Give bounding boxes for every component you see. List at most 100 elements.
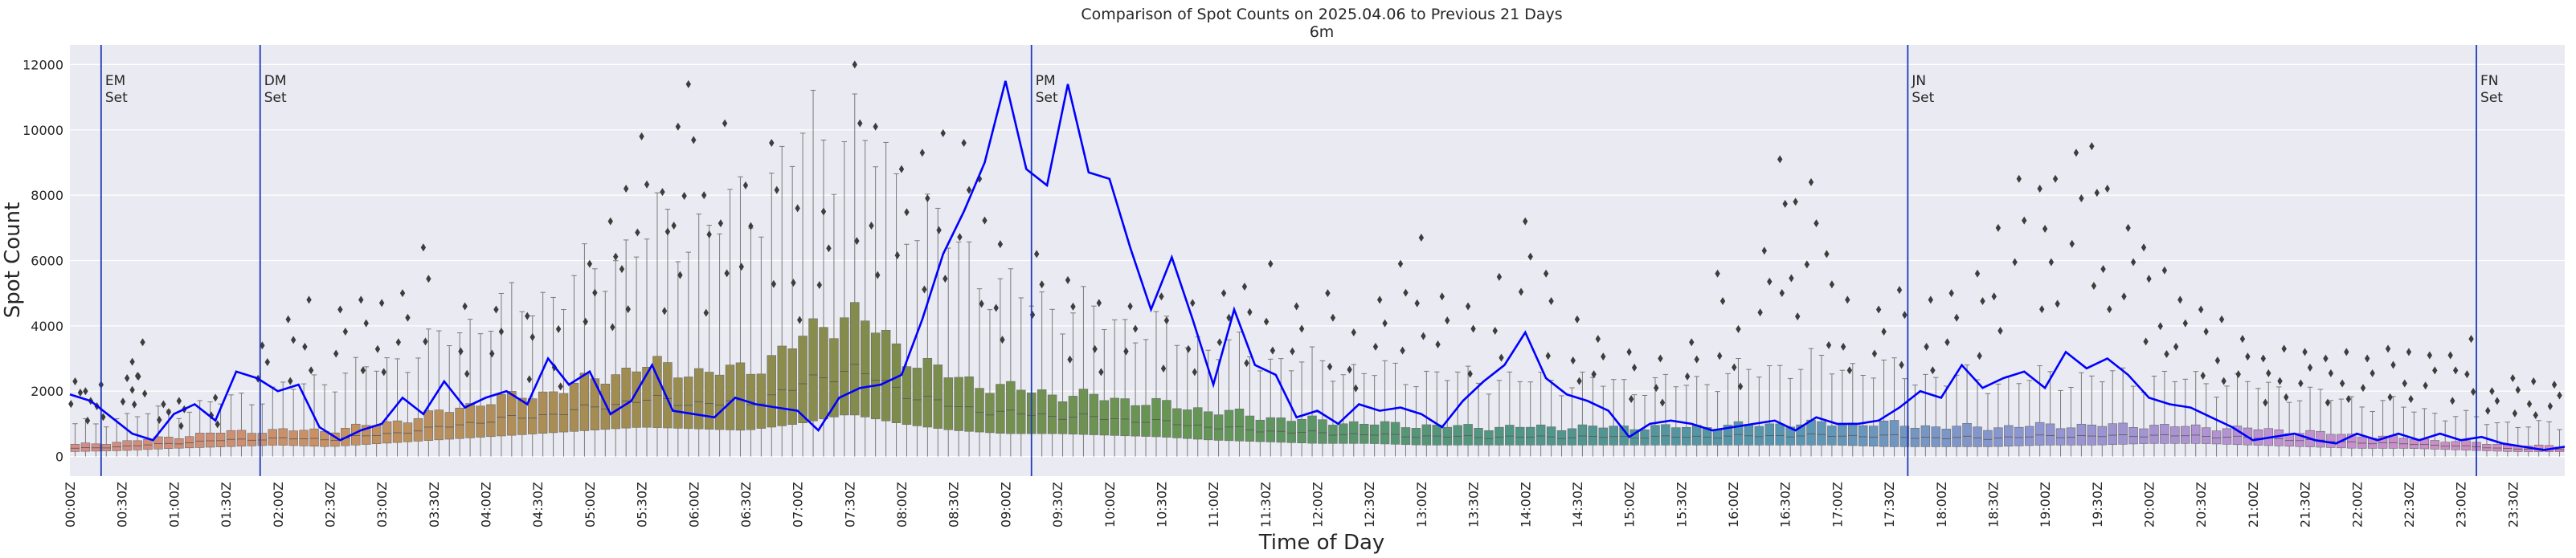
box bbox=[2004, 425, 2014, 447]
outlier-point bbox=[703, 308, 709, 317]
outlier-point bbox=[1244, 359, 1249, 368]
box bbox=[1775, 423, 1785, 446]
outlier-point bbox=[129, 385, 135, 394]
box bbox=[1442, 426, 1452, 446]
box bbox=[819, 327, 828, 420]
box bbox=[1037, 389, 1047, 434]
box bbox=[1297, 418, 1306, 444]
box bbox=[1183, 409, 1192, 439]
outlier-point bbox=[2022, 216, 2027, 225]
outlier-point bbox=[264, 358, 271, 367]
outlier-point bbox=[2048, 258, 2055, 267]
outlier-point bbox=[1241, 283, 1248, 291]
box bbox=[870, 332, 881, 420]
outlier-point bbox=[2281, 344, 2287, 353]
outlier-point bbox=[2402, 379, 2407, 388]
outlier-point bbox=[360, 366, 366, 375]
outlier-point bbox=[178, 422, 184, 430]
box bbox=[205, 432, 215, 448]
outlier-point bbox=[2485, 406, 2491, 415]
box bbox=[2295, 433, 2304, 447]
box-plots bbox=[70, 89, 2565, 457]
box bbox=[2201, 427, 2211, 444]
outlier-point bbox=[1465, 302, 1471, 311]
outlier-point bbox=[124, 373, 130, 382]
box bbox=[2149, 425, 2159, 444]
outlier-point bbox=[894, 250, 901, 259]
outlier-point bbox=[942, 275, 948, 283]
box bbox=[1941, 429, 1951, 447]
box bbox=[1868, 426, 1879, 447]
outlier-point bbox=[1070, 302, 1076, 311]
outlier-point bbox=[619, 265, 625, 274]
outlier-point bbox=[120, 397, 126, 406]
box bbox=[268, 429, 278, 446]
box bbox=[194, 433, 205, 448]
box bbox=[2128, 427, 2138, 445]
outlier-point bbox=[1163, 316, 1170, 325]
box bbox=[1744, 424, 1754, 446]
outlier-point bbox=[525, 312, 530, 320]
outlier-point bbox=[1132, 324, 1139, 333]
outlier-point bbox=[1881, 327, 1887, 336]
outlier-point bbox=[1626, 348, 1632, 356]
outlier-point bbox=[671, 221, 677, 230]
box bbox=[174, 438, 184, 449]
outlier-point bbox=[816, 281, 822, 290]
outlier-point bbox=[997, 240, 1004, 249]
outlier-point bbox=[1761, 246, 1768, 255]
outlier-point bbox=[2494, 397, 2500, 405]
y-tick-label: 2000 bbox=[31, 384, 63, 399]
box bbox=[1110, 397, 1119, 436]
box bbox=[943, 377, 953, 430]
outlier-point bbox=[2470, 388, 2476, 397]
y-tick-label: 8000 bbox=[31, 188, 63, 203]
box bbox=[403, 422, 413, 442]
outlier-point bbox=[1997, 326, 2003, 335]
box bbox=[1411, 428, 1421, 446]
outlier-point bbox=[1467, 369, 1473, 378]
outlier-point bbox=[2406, 348, 2412, 356]
outlier-point bbox=[1127, 302, 1133, 311]
outlier-point bbox=[873, 122, 878, 131]
box bbox=[70, 443, 80, 452]
box bbox=[361, 425, 371, 445]
outlier-point bbox=[1736, 324, 1741, 333]
outlier-point bbox=[795, 204, 800, 213]
outlier-point bbox=[1574, 315, 1580, 324]
box bbox=[1889, 420, 1899, 447]
outlier-point bbox=[1263, 317, 1270, 326]
outlier-point bbox=[1826, 340, 1832, 349]
box bbox=[91, 443, 101, 452]
box bbox=[1245, 415, 1255, 442]
y-tick-label: 4000 bbox=[31, 319, 63, 334]
box bbox=[1390, 422, 1400, 445]
box bbox=[735, 362, 746, 431]
series-lines bbox=[69, 80, 2566, 451]
outlier-point bbox=[1067, 355, 1073, 364]
outlier-point bbox=[2100, 265, 2106, 274]
box bbox=[1006, 381, 1016, 434]
outlier-point bbox=[399, 289, 406, 298]
outlier-point bbox=[644, 180, 650, 189]
box bbox=[1535, 424, 1546, 446]
outlier-point bbox=[141, 389, 148, 398]
outlier-point bbox=[2146, 275, 2152, 283]
box bbox=[538, 391, 548, 434]
outlier-point bbox=[1418, 234, 1425, 242]
outlier-point bbox=[1793, 198, 1798, 206]
outlier-point bbox=[426, 275, 431, 283]
outlier-point bbox=[358, 295, 364, 304]
outlier-point bbox=[1777, 155, 1783, 164]
outlier-point bbox=[140, 338, 145, 347]
x-tick-label: 18:30Z bbox=[1985, 482, 2001, 527]
outlier-point bbox=[493, 305, 499, 314]
x-tick-label: 22:00Z bbox=[2349, 482, 2365, 527]
outlier-point bbox=[1928, 295, 1934, 304]
box bbox=[1318, 419, 1327, 444]
box bbox=[486, 404, 496, 438]
outlier-point bbox=[1351, 328, 1356, 336]
outlier-point bbox=[1924, 342, 1929, 351]
